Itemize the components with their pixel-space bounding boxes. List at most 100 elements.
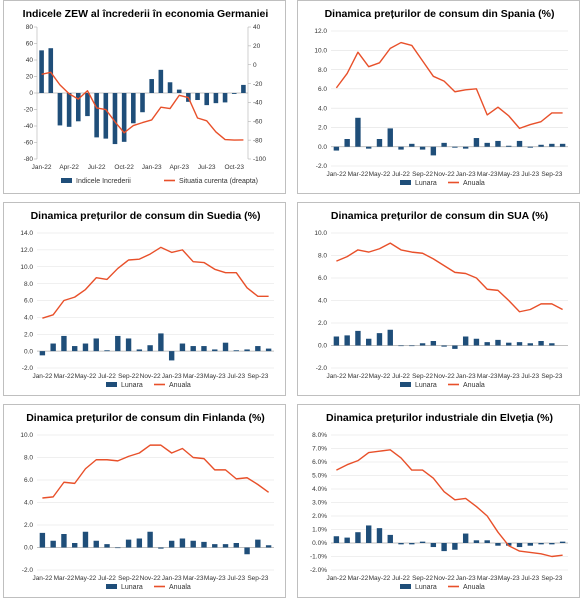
x-tick-label: May-22 xyxy=(369,373,391,380)
y-tick-label: 12.0 xyxy=(314,28,327,35)
x-tick-label: Jul-22 xyxy=(392,575,410,582)
y-tick-label: 6.0 xyxy=(24,477,33,484)
y-tick-label: 5.0% xyxy=(312,473,327,480)
bar xyxy=(495,140,501,147)
bar xyxy=(344,335,350,346)
chart-svg-sweden: Dinamica prețurilor de consum din Suedia… xyxy=(20,210,274,389)
x-tick-label: Jan-23 xyxy=(456,575,476,582)
x-tick-label: Nov-22 xyxy=(434,575,455,582)
bar xyxy=(233,350,239,352)
x-tick-label: Jul-22 xyxy=(392,171,410,178)
bar xyxy=(441,142,447,147)
bar xyxy=(255,539,261,548)
bar xyxy=(527,543,533,546)
bar xyxy=(484,540,490,543)
y-tick-label: 0.0 xyxy=(318,343,327,350)
y-tick-label: 8.0 xyxy=(24,281,33,288)
legend-swatch-bar xyxy=(61,178,72,183)
bar xyxy=(355,532,361,543)
bar xyxy=(94,93,99,138)
y-tick-label: -2.0 xyxy=(316,365,328,372)
bar xyxy=(516,543,523,548)
x-tick-label: Mar-23 xyxy=(183,373,204,380)
bar xyxy=(441,345,447,347)
y-tick-label: 8.0 xyxy=(24,455,33,462)
chart-svg-switzerland: Dinamica prețurilor industriale din Elve… xyxy=(310,412,568,591)
bar xyxy=(265,348,272,352)
bar xyxy=(168,540,175,548)
legend-label: Lunara xyxy=(415,382,437,389)
legend-label: Anuala xyxy=(169,382,191,389)
bar xyxy=(112,93,118,145)
y-tick-label: -2.0 xyxy=(22,567,34,574)
y2-tick-label: -60 xyxy=(253,118,263,125)
x-tick-label: Nov-22 xyxy=(140,373,161,380)
bar xyxy=(366,525,372,543)
y-tick-label: -40 xyxy=(24,123,34,130)
bar xyxy=(233,543,239,548)
bar xyxy=(398,543,404,545)
x-tick-label: May-23 xyxy=(204,575,226,582)
x-tick-label: Mar-23 xyxy=(477,171,498,178)
x-tick-label: May-23 xyxy=(498,171,520,178)
bar xyxy=(538,543,544,545)
y-tick-label: 2.0 xyxy=(318,125,327,132)
x-tick-label: Sep-22 xyxy=(412,171,433,178)
x-tick-label: Jul-23 xyxy=(198,164,216,171)
bar xyxy=(441,543,447,552)
bar xyxy=(103,93,109,139)
x-tick-label: Sep-22 xyxy=(118,373,139,380)
y-tick-label: -1.0% xyxy=(310,554,327,561)
x-tick-label: May-23 xyxy=(498,373,520,380)
bar xyxy=(50,540,56,548)
bar xyxy=(355,330,361,346)
bar xyxy=(387,329,393,346)
x-tick-label: Jul-23 xyxy=(521,171,539,178)
chart-panel-zew: Indicele ZEW al încrederii în economia G… xyxy=(3,0,286,194)
x-tick-label: Jan-22 xyxy=(326,171,346,178)
bar xyxy=(538,341,544,346)
bar xyxy=(201,346,207,352)
bar xyxy=(527,343,533,346)
bar xyxy=(48,48,54,93)
x-tick-label: Nov-22 xyxy=(140,575,161,582)
y-tick-label: 0.0 xyxy=(24,545,33,552)
series-line xyxy=(42,444,270,499)
bar xyxy=(158,333,164,352)
y-tick-label: 8.0 xyxy=(318,253,327,260)
y-tick-label: 20 xyxy=(26,74,34,81)
bar xyxy=(179,343,186,352)
y-tick-label: 4.0 xyxy=(318,298,327,305)
bar xyxy=(398,146,404,150)
x-tick-label: Jan-23 xyxy=(162,373,182,380)
bar xyxy=(409,543,415,545)
x-tick-label: Jul-23 xyxy=(227,575,245,582)
x-tick-label: Sep-23 xyxy=(541,373,562,380)
x-tick-label: Mar-22 xyxy=(348,575,369,582)
bar xyxy=(57,93,63,126)
chart-title-zew: Indicele ZEW al încrederii în economia G… xyxy=(23,8,269,20)
bar xyxy=(495,339,501,346)
bar xyxy=(115,547,121,549)
x-tick-label: Jan-23 xyxy=(142,164,162,171)
legend-label: Lunara xyxy=(415,180,437,187)
bar xyxy=(255,346,261,352)
y-tick-label: 8.0 xyxy=(318,67,327,74)
y-tick-label: -2.0 xyxy=(316,163,328,170)
chart-title-sweden: Dinamica prețurilor de consum din Suedia… xyxy=(31,210,261,222)
bar xyxy=(419,343,426,346)
bar xyxy=(158,69,164,93)
y-tick-label: 6.0% xyxy=(312,459,327,466)
y-tick-label: 6.0 xyxy=(318,86,327,93)
bar xyxy=(149,79,154,93)
x-tick-label: Jul-23 xyxy=(521,575,539,582)
x-tick-label: Apr-22 xyxy=(59,164,79,171)
bar xyxy=(344,537,350,543)
legend-swatch-bar xyxy=(106,382,117,387)
legend-label: Lunara xyxy=(121,382,143,389)
x-tick-label: Jul-22 xyxy=(98,373,116,380)
y-tick-label: 7.0% xyxy=(312,446,327,453)
bar xyxy=(241,84,246,93)
bar xyxy=(333,536,340,543)
legend-label: Anuala xyxy=(463,584,485,591)
